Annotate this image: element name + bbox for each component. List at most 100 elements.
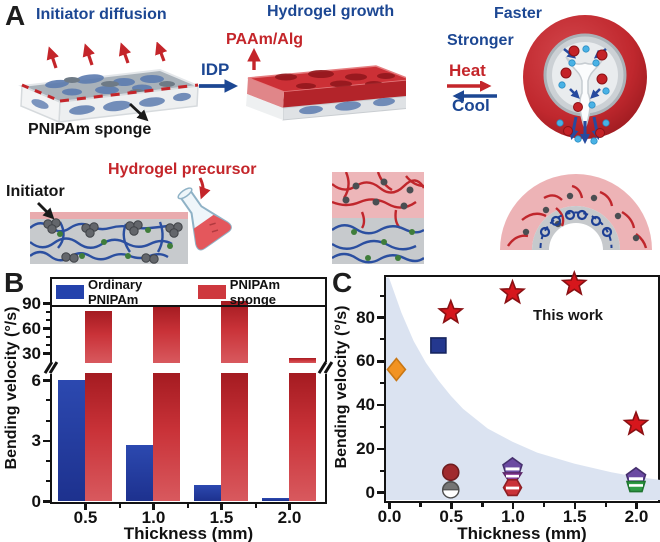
c-x-tick-mark <box>511 503 515 509</box>
c-y-minor-tick <box>380 382 384 385</box>
b-y-tick-label: 6 <box>31 370 41 390</box>
marker-circle-half-white <box>442 489 460 499</box>
bar-ordinary-pnipam-1.5 <box>194 484 221 501</box>
c-x-tick-mark <box>635 503 638 509</box>
b-bars-layer <box>52 279 324 501</box>
b-x-axis-title: Thickness (mm) <box>123 524 254 542</box>
b-y-tick-label: 60 <box>22 318 41 338</box>
b-x-minor-tick <box>118 504 121 508</box>
c-x-axis-title: Thickness (mm) <box>457 524 587 542</box>
this-work-annotation: This work <box>533 307 604 324</box>
bent-actuator-arch-illustration <box>500 174 652 250</box>
b-y-tick-label: 0 <box>31 491 41 511</box>
c-scatter-layer <box>386 270 660 500</box>
label-faster: Faster <box>494 5 543 22</box>
b-plot-area: Ordinary PNIPAm PNIPAm sponge <box>44 277 332 504</box>
initiator-dashed-edge-left <box>21 83 61 103</box>
b-y-minor-tick <box>46 343 50 346</box>
initiator-particle-clusters <box>43 218 183 264</box>
collapsed-chain-arc <box>539 211 613 249</box>
c-x-tick-label: 2.0 <box>624 507 649 526</box>
c-y-tick-label: 40 <box>356 395 375 414</box>
hydrogel-texture <box>275 70 395 89</box>
c-y-tick-mark <box>377 491 384 494</box>
pnipam-sponge-slab-illustration <box>18 42 202 124</box>
c-x-tick-mark <box>573 503 576 509</box>
hydrogel-left-face <box>247 78 284 108</box>
c-y-tick-label: 20 <box>356 438 375 458</box>
c-y-minor-tick <box>380 469 384 472</box>
b-y-tick-label: 30 <box>22 343 41 363</box>
crosslink-points-green <box>57 227 173 259</box>
marker-trapezoid-stripe <box>629 484 643 487</box>
bar-pnipam-sponge-lower-1.0 <box>153 373 180 501</box>
erlenmeyer-flask-icon <box>177 187 232 251</box>
hydrogel-top-face <box>247 65 406 93</box>
bar-pnipam-sponge-upper-1.5 <box>221 300 248 363</box>
b-y-tick-label: 3 <box>31 431 41 450</box>
b-y-tick-mark <box>43 327 50 330</box>
c-y-minor-tick <box>380 294 384 297</box>
b-x-tick-mark <box>84 504 87 510</box>
marker-square <box>430 337 447 354</box>
sponge-front-pores <box>69 92 191 115</box>
label-hydrogel-precursor: Hydrogel precursor <box>108 161 257 178</box>
marker-triangle-stripe <box>506 474 519 478</box>
b-y-tick-label: 90 <box>22 293 41 313</box>
initiator-diffusion-arrows <box>46 42 168 69</box>
marker-diamond <box>386 357 407 382</box>
hydrogel-grown-slab-illustration <box>246 47 406 121</box>
marker-pentagon-stripe <box>505 467 520 471</box>
y-axis-break-right-icon <box>319 362 332 374</box>
c-y-tick-mark <box>377 316 384 319</box>
shaded-performance-region <box>386 277 660 500</box>
c-x-minor-tick <box>604 503 608 507</box>
marker-pentagon-stripe <box>629 477 643 481</box>
b-x-tick-mark <box>288 504 291 510</box>
sponge-layer-left <box>246 94 283 120</box>
panel-c-label: C <box>332 267 353 298</box>
b-y-minor-tick <box>46 399 50 402</box>
b-y-tick-mark <box>43 439 50 443</box>
c-x-tick-mark <box>388 503 391 509</box>
label-heat: Heat <box>449 61 486 80</box>
b-x-tick-label: 2.0 <box>277 508 302 527</box>
collapsed-pnipam-coils <box>539 209 613 238</box>
bar-ordinary-pnipam-1.0 <box>126 444 153 501</box>
label-initiator: Initiator <box>6 183 65 200</box>
title-initiator-diffusion: Initiator diffusion <box>36 6 167 23</box>
water-particles <box>556 45 610 145</box>
precursor-pointer-arrow <box>198 177 211 200</box>
c-x-minor-tick <box>542 503 546 507</box>
c-x-tick-label: 1.5 <box>562 507 587 526</box>
b-y-minor-tick <box>46 419 50 422</box>
label-stronger: Stronger <box>447 32 514 49</box>
hydrogel-front-face <box>283 80 406 108</box>
heat-cool-arrows <box>447 81 497 102</box>
precursor-skin-layer <box>30 212 188 219</box>
bar-pnipam-sponge-lower-2.0 <box>289 373 316 501</box>
legend-label-ordinary-pnipam: Ordinary PNIPAm <box>88 277 143 307</box>
legend-label-pnipam-sponge: PNIPAm sponge <box>229 277 281 307</box>
b-y-minor-tick <box>46 310 50 313</box>
b-y-minor-tick <box>46 318 50 321</box>
crosslink-points-green-lower <box>351 229 415 261</box>
idp-arrow <box>199 79 239 93</box>
sponge-layer-pores <box>299 97 395 115</box>
panel-a-label: A <box>5 0 26 31</box>
arch-hydrogel-layer <box>500 174 652 250</box>
rolled-tube-actuator-illustration <box>523 15 647 145</box>
c-y-minor-tick <box>380 338 384 341</box>
title-hydrogel-growth: Hydrogel growth <box>267 3 395 20</box>
b-x-tick-label: 1.0 <box>141 508 166 527</box>
c-y-tick-label: 80 <box>356 307 375 327</box>
bar-pnipam-sponge-upper-0.5 <box>85 311 112 363</box>
b-y-tick-mark <box>43 352 50 355</box>
marker-star <box>560 270 588 296</box>
y-axis-break-left-icon <box>44 362 57 374</box>
b-y-minor-tick <box>46 459 50 462</box>
c-x-minor-tick <box>481 503 484 507</box>
b-y-tick-mark <box>43 302 50 305</box>
bar-ordinary-pnipam-0.5 <box>58 380 85 501</box>
